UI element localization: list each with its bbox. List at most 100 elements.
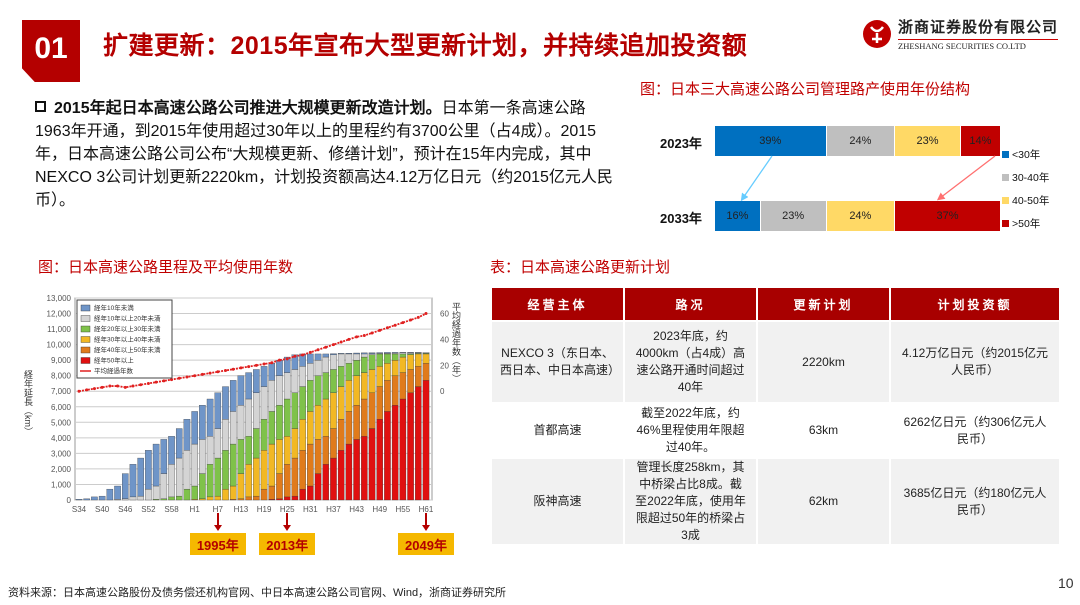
section-number: 01 — [22, 20, 80, 82]
bar-segment — [291, 495, 299, 501]
bar-segment — [214, 457, 222, 497]
bar-segment: 16% — [715, 201, 761, 231]
legend-swatch — [80, 336, 91, 343]
bar-segment — [206, 398, 214, 437]
bar-segment — [222, 386, 229, 420]
bar-category-label: 2023年 — [660, 136, 702, 151]
bar-segment — [222, 450, 229, 490]
avg-age-point — [139, 383, 143, 387]
bar-segment — [330, 392, 337, 429]
bar-segment — [299, 386, 306, 420]
bar-segment — [314, 360, 322, 376]
bar-segment — [368, 392, 376, 429]
bar-segment — [307, 443, 314, 487]
bar-segment — [229, 380, 237, 412]
table-cell: 管理长度258km，其中桥梁占比8成。截至2022年底，使用年限超过50年的桥梁… — [625, 459, 756, 544]
bar-segment — [407, 353, 414, 355]
bar-segment — [368, 353, 376, 355]
legend-label: 経年20年以上30年未満 — [94, 324, 161, 333]
bar-segment — [337, 386, 345, 420]
bar-segment — [361, 372, 368, 400]
legend-swatch — [1002, 220, 1009, 227]
x-tick-label: H43 — [349, 505, 364, 514]
bar-segment — [337, 419, 345, 451]
bar-segment — [260, 386, 268, 420]
y-tick-label: 12,000 — [47, 310, 72, 319]
x-tick-label: S46 — [118, 505, 133, 514]
avg-age-point — [324, 345, 328, 349]
bar-segment — [399, 398, 407, 501]
bar-segment — [160, 498, 168, 501]
bar-segment — [191, 411, 198, 445]
annotation-arrow-icon — [286, 513, 289, 527]
avg-age-point — [347, 337, 351, 341]
legend-swatch — [1002, 151, 1009, 158]
bar-segment — [391, 360, 399, 376]
bar-segment — [183, 419, 191, 451]
bar-segment — [291, 428, 299, 459]
bar-segment — [199, 498, 206, 501]
avg-age-point — [362, 334, 366, 338]
avg-age-point — [224, 369, 228, 373]
bar-segment — [422, 380, 430, 501]
table-cell: 3685亿日元（约180亿元人民币） — [891, 459, 1059, 544]
legend-item: 30-40年 — [1002, 170, 1049, 185]
avg-age-point — [92, 387, 96, 391]
y-tick-label: 9,000 — [51, 356, 72, 365]
table-cell: 63km — [808, 423, 839, 437]
bar-segment — [291, 392, 299, 429]
intro-paragraph: 2015年起日本高速公路公司推进大规模更新改造计划。日本第一条高速公路1963年… — [35, 97, 620, 212]
table-cell: 6262亿日元（约306亿元人民币） — [903, 414, 1047, 446]
x-tick-label: S40 — [95, 505, 110, 514]
bar-segment — [253, 369, 260, 393]
bar-segment — [145, 488, 152, 501]
y-tick-label: 1,000 — [51, 480, 72, 489]
bar-segment — [206, 496, 214, 501]
bar-segment — [361, 353, 368, 358]
legend-label: 平均経過年数 — [94, 366, 134, 375]
bar-segment — [268, 443, 276, 487]
bar-segment — [361, 398, 368, 437]
avg-age-point — [293, 354, 297, 358]
change-arrows — [740, 155, 996, 202]
bar-segment: 24% — [826, 126, 896, 156]
avg-age-point — [270, 361, 274, 365]
age-structure-chart: 2023年 39% 24% 23% 14% 2033年 16% 23% 24% 37% <30年 30… — [650, 115, 1070, 240]
bar-segment — [353, 353, 360, 361]
y-axis-label: 経年延長（km） — [23, 369, 33, 436]
bar-segment: 23% — [760, 201, 827, 231]
bar-segment — [137, 495, 144, 501]
bar-segment — [283, 496, 291, 501]
bar-segment — [214, 392, 222, 429]
col-header: 经营主体 — [492, 288, 623, 320]
bar-segment — [214, 428, 222, 459]
table-cell: 2023年底，约4000km（占4成）高速公路开通时间超过40年 — [625, 322, 756, 402]
y-tick-label: 11,000 — [47, 325, 71, 334]
bar-segment — [391, 352, 399, 354]
y-tick-label: 0 — [67, 496, 72, 505]
x-tick-label: H13 — [234, 505, 249, 514]
bar-segment — [222, 419, 229, 451]
x-tick-label: H1 — [190, 505, 201, 514]
bar-segment — [245, 464, 252, 498]
y-tick-label: 4,000 — [51, 434, 72, 443]
bar-segment — [237, 473, 245, 499]
bar-segment — [253, 392, 260, 429]
y-tick-label: 10,000 — [47, 341, 72, 350]
bar-segment — [175, 428, 183, 459]
y-tick-label: 6,000 — [51, 403, 72, 412]
annotation-arrow-icon — [216, 513, 219, 527]
bar-segment — [260, 366, 268, 387]
bar-segment — [229, 443, 237, 487]
bar-segment — [245, 436, 252, 465]
x-tick-label: H61 — [419, 505, 434, 514]
bar-segment — [330, 457, 337, 501]
bar-segment — [276, 498, 283, 501]
y2-tick-label: 20 — [440, 361, 449, 370]
table-row: 首都高速 截至2022年底，约46%里程使用年限超过40年。 63km 6262亿日元… — [492, 404, 1059, 457]
table-cell: 阪神高速 — [492, 459, 623, 544]
avg-age-point — [416, 315, 420, 319]
legend-swatch — [80, 304, 91, 312]
bullet-square-icon — [35, 101, 46, 112]
bar-segment — [191, 485, 198, 500]
